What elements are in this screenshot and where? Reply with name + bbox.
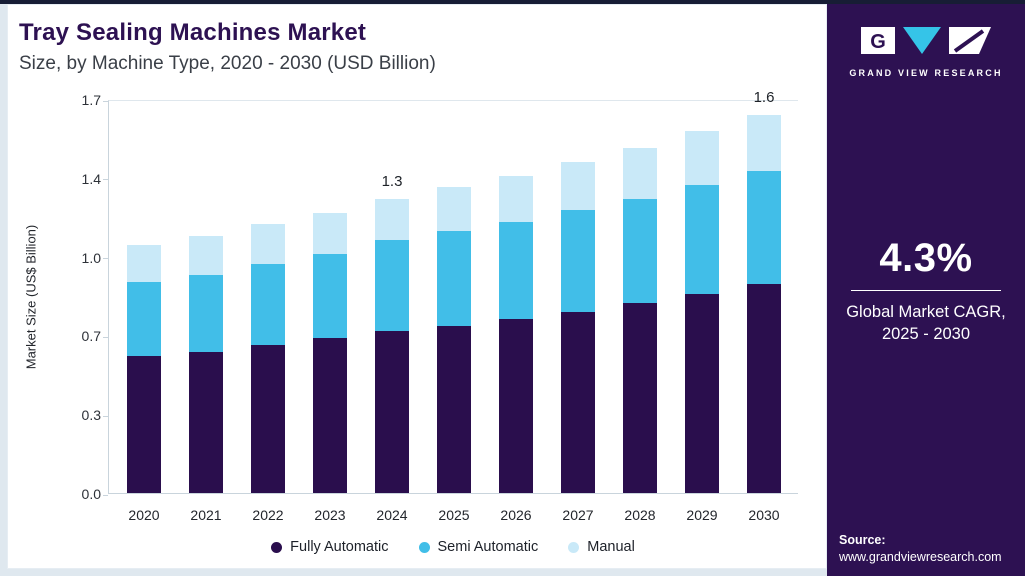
bar-segment-manual [127,245,161,283]
legend-label: Manual [587,539,635,555]
bar-segment-manual [251,224,285,264]
legend-swatch [271,541,283,553]
legend-item: Fully Automatic [271,539,389,555]
source-block: Source: www.grandviewresearch.com [839,533,1002,564]
cagr-value: 4.3% [879,236,973,280]
bar-segment-semi-automatic [499,221,533,320]
bar-segment-fully-automatic [437,326,471,493]
bar-segment-fully-automatic [499,319,533,493]
plot-area: 0.0 0.3 0.7 1.0 1.4 1.7 2020 2021 2022 2023 2024 1.… [82,89,798,523]
gvr-logo: G GRAND VIEW RESEARCH [827,26,1025,78]
bar-total-label: 1.3 [381,172,403,190]
legend-item: Semi Automatic [418,539,539,555]
x-tick-label: 2020 [128,507,160,523]
chart-subtitle: Size, by Machine Type, 2020 - 2030 (USD … [19,53,436,74]
bar-segment-fully-automatic [623,302,657,493]
x-tick-label: 2026 [500,507,532,523]
x-tick-label: 2021 [190,507,222,523]
x-tick-label: 2030 [748,507,780,523]
x-tick-label: 2029 [686,507,718,523]
chart-card: Tray Sealing Machines Market Size, by Ma… [7,4,827,569]
legend-label: Fully Automatic [290,539,389,555]
bar-segment-fully-automatic [747,284,781,493]
legend-label: Semi Automatic [437,539,539,555]
legend: Fully Automatic Semi Automatic Manual [108,539,798,555]
bar-segment-semi-automatic [437,231,471,327]
legend-swatch [568,541,580,553]
y-tick-mark [103,100,108,102]
bar-segment-manual [437,187,471,232]
y-axis-title: Market Size (US$ Billion) [23,224,39,370]
bar-segment-semi-automatic [747,170,781,285]
bar-segment-manual [685,131,719,185]
brand-sidebar: G GRAND VIEW RESEARCH 4.3% Global Market… [827,4,1025,576]
y-tick-label: 1.7 [81,92,101,108]
x-tick-label: 2022 [252,507,284,523]
source-url: www.grandviewresearch.com [839,550,1002,564]
bar-segment-semi-automatic [561,210,595,313]
bar-segment-manual [189,235,223,276]
bar-segment-fully-automatic [127,356,161,493]
bar-segment-manual [375,198,409,241]
bar-segment-manual [561,161,595,211]
y-tick-label: 0.3 [81,407,101,424]
bar-segment-fully-automatic [685,293,719,493]
bar-segment-fully-automatic [251,344,285,493]
bar-segment-semi-automatic [685,184,719,294]
bar-segment-fully-automatic [313,337,347,493]
bar-segment-manual [499,175,533,222]
brand-name: GRAND VIEW RESEARCH [849,68,1003,78]
chart-title: Tray Sealing Machines Market [19,19,367,46]
svg-text:G: G [870,31,886,53]
y-tick-label: 0.0 [81,486,101,502]
y-tick-label: 1.4 [81,170,101,187]
x-tick-label: 2028 [624,507,656,523]
bar-segment-fully-automatic [189,351,223,493]
bar-segment-semi-automatic [375,240,409,331]
cagr-label: Global Market CAGR, 2025 - 2030 [846,303,1006,344]
bar-segment-semi-automatic [623,198,657,303]
y-tick-mark [103,179,108,181]
cagr-divider [851,290,1001,291]
x-tick-label: 2023 [314,507,346,523]
x-tick-label: 2024 [376,507,408,523]
bar-segment-manual [313,212,347,255]
legend-item: Manual [568,539,635,555]
bar-segment-manual [747,115,781,171]
bar-segment-fully-automatic [561,312,595,493]
y-tick-label: 0.7 [81,328,101,345]
bar-total-label: 1.6 [753,89,775,107]
source-label: Source: [839,533,886,547]
bar-segment-fully-automatic [375,330,409,493]
cagr-block: 4.3% Global Market CAGR, 2025 - 2030 [827,236,1025,346]
bar-segment-semi-automatic [251,263,285,345]
y-tick-mark [103,494,108,496]
x-tick-label: 2025 [438,507,470,523]
x-tick-label: 2027 [562,507,594,523]
y-tick-label: 1.0 [81,249,101,266]
y-tick-mark [103,336,108,338]
legend-swatch [418,541,430,553]
bar-segment-semi-automatic [189,275,223,352]
bar-segment-manual [623,147,657,199]
y-tick-mark [103,258,108,260]
gvr-logo-mark: G [861,27,991,54]
bar-segment-semi-automatic [313,254,347,338]
bar-segment-semi-automatic [127,282,161,357]
top-accent-bar [0,0,1025,4]
y-tick-mark [103,415,108,417]
